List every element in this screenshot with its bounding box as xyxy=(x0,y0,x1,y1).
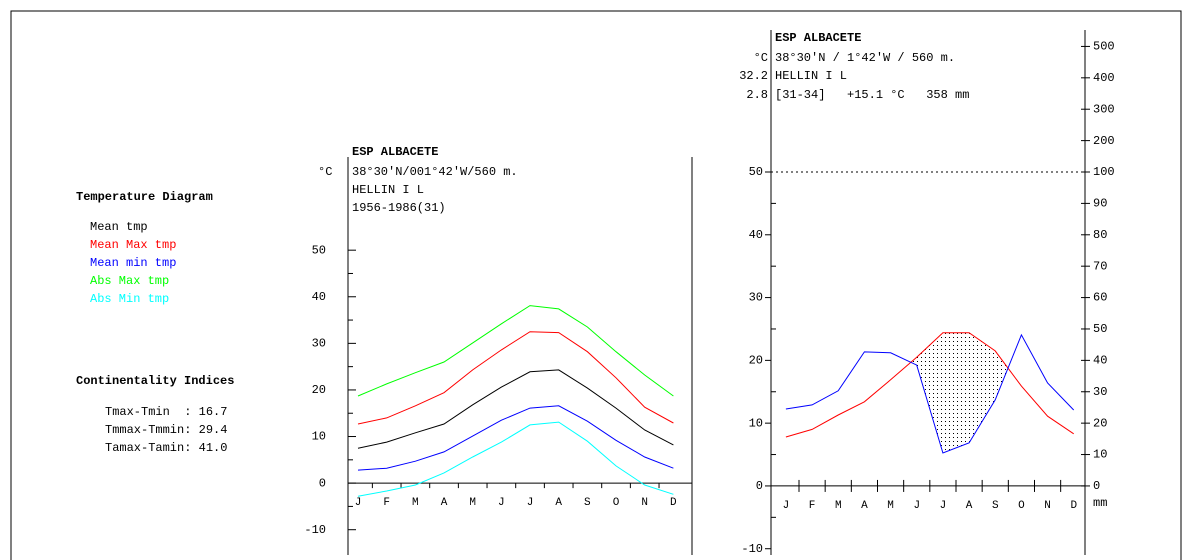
x-tick-label: O xyxy=(1018,500,1025,512)
y-label: °C xyxy=(318,165,332,179)
x-tick-label: S xyxy=(992,500,999,512)
x-tick-label: M xyxy=(835,500,842,512)
x-tick-label: J xyxy=(913,500,920,512)
legend-entry: Abs Max tmp xyxy=(90,274,169,288)
y-tick-label: 30 xyxy=(312,337,326,351)
chart-title: ESP ALBACETE xyxy=(352,145,438,159)
x-tick-label: J xyxy=(940,500,947,512)
x-tick-label: N xyxy=(641,497,648,509)
x-tick-label: O xyxy=(613,497,620,509)
y2-tick-label: 0 xyxy=(1093,479,1100,493)
y2-tick-label: 90 xyxy=(1093,197,1107,211)
x-tick-label: M xyxy=(469,497,476,509)
info: [31-34] +15.1 °C 358 mm xyxy=(775,88,969,102)
side-info: 2.8 xyxy=(746,88,768,102)
info: 38°30'N/001°42'W/560 m. xyxy=(352,165,518,179)
x-tick-label: D xyxy=(670,497,677,509)
y-tick-label: 0 xyxy=(756,479,763,493)
x-tick-label: J xyxy=(527,497,534,509)
dry-fill xyxy=(785,332,1074,453)
y2-tick-label: 60 xyxy=(1093,291,1107,305)
side-info: 32.2 xyxy=(739,69,768,83)
y-tick-label: 20 xyxy=(312,383,326,397)
data-line xyxy=(357,369,674,449)
x-tick-label: A xyxy=(966,500,973,512)
info: 1956-1986(31) xyxy=(352,201,446,215)
y-tick-label: 40 xyxy=(312,290,326,304)
y2-tick-label: 100 xyxy=(1093,165,1115,179)
y-tick-label: 10 xyxy=(749,416,763,430)
data-line xyxy=(785,332,1074,438)
x-tick-label: D xyxy=(1070,500,1077,512)
x-tick-label: M xyxy=(412,497,419,509)
y2-tick-label: 50 xyxy=(1093,322,1107,336)
legend-entry: Mean min tmp xyxy=(90,256,176,270)
x-tick-label: J xyxy=(498,497,505,509)
y-tick-label: -10 xyxy=(304,523,326,537)
x-tick-label: A xyxy=(861,500,868,512)
y2-tick-label: 20 xyxy=(1093,416,1107,430)
index: Tmmax-Tmmin: 29.4 xyxy=(105,423,227,437)
x-tick-label: A xyxy=(441,497,448,509)
x-tick-label: J xyxy=(783,500,790,512)
frame xyxy=(10,10,1182,560)
index: Tmax-Tmin : 16.7 xyxy=(105,405,227,419)
legend-entry: Abs Min tmp xyxy=(90,292,169,306)
index: Tamax-Tamin: 41.0 xyxy=(105,441,227,455)
data-line xyxy=(785,333,1075,454)
y2-tick-label: 80 xyxy=(1093,228,1107,242)
y2-tick-label: 500 xyxy=(1093,40,1115,54)
y2-tick-label: 70 xyxy=(1093,259,1107,273)
y-tick-label: 50 xyxy=(312,243,326,257)
x-tick-label: S xyxy=(584,497,591,509)
chart-title: ESP ALBACETE xyxy=(775,31,861,45)
x-tick-label: M xyxy=(887,500,894,512)
x-tick-label: F xyxy=(809,500,816,512)
y-tick-label: 40 xyxy=(749,228,763,242)
panel-title: Temperature Diagram xyxy=(76,190,213,204)
x-tick-label: A xyxy=(555,497,562,509)
x-tick-label: N xyxy=(1044,500,1051,512)
info: HELLIN I L xyxy=(775,69,847,83)
x-tick-label: F xyxy=(383,497,390,509)
y-tick-label: 0 xyxy=(319,476,326,490)
y2-label: mm xyxy=(1093,496,1107,510)
data-line xyxy=(357,331,674,425)
data-line xyxy=(357,405,674,471)
y2-tick-label: 30 xyxy=(1093,385,1107,399)
data-line xyxy=(357,421,674,497)
info: 38°30'N / 1°42'W / 560 m. xyxy=(775,51,955,65)
data-line xyxy=(357,305,674,397)
dry-period xyxy=(785,332,1074,453)
indices-title: Continentality Indices xyxy=(76,374,234,388)
x-tick-label: J xyxy=(355,497,362,509)
legend-entry: Mean tmp xyxy=(90,220,148,234)
y2-tick-label: 400 xyxy=(1093,71,1115,85)
y-tick-label: 50 xyxy=(749,165,763,179)
y2-tick-label: 200 xyxy=(1093,134,1115,148)
y-tick-label: -10 xyxy=(741,542,763,556)
y-label: °C xyxy=(754,51,768,65)
y-tick-label: 30 xyxy=(749,291,763,305)
y-tick-label: 10 xyxy=(312,430,326,444)
y2-tick-label: 300 xyxy=(1093,102,1115,116)
info: HELLIN I L xyxy=(352,183,424,197)
y2-tick-label: 40 xyxy=(1093,354,1107,368)
y2-tick-label: 10 xyxy=(1093,448,1107,462)
legend-entry: Mean Max tmp xyxy=(90,238,176,252)
y-tick-label: 20 xyxy=(749,354,763,368)
